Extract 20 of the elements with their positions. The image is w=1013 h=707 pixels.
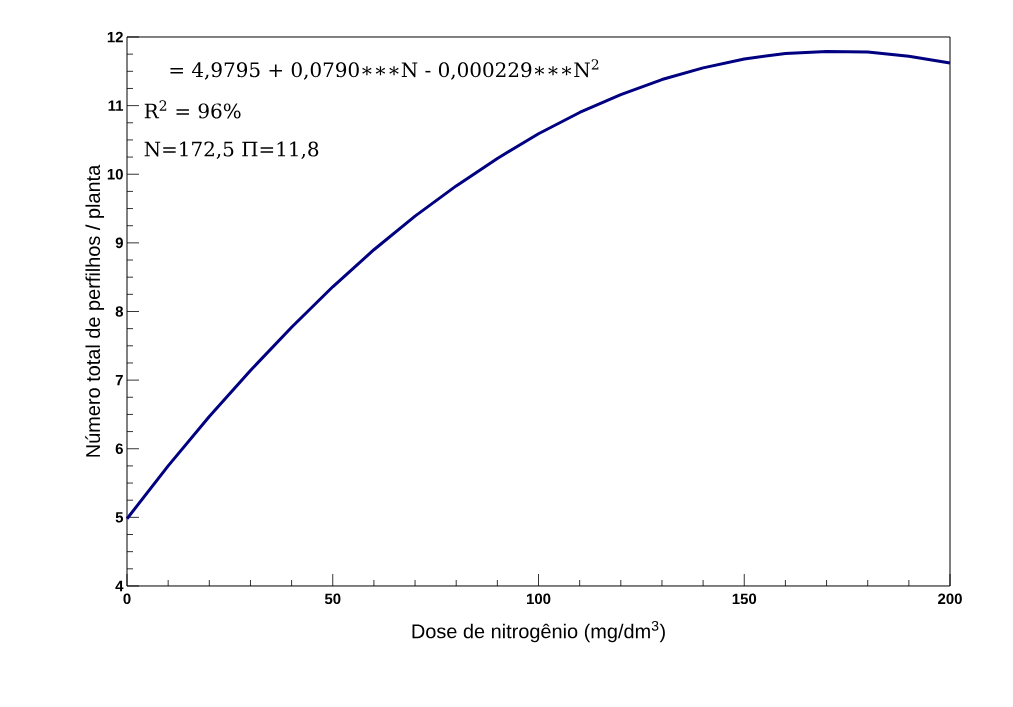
y-tick-label: 8 — [115, 306, 124, 317]
x-tick-label: 200 — [938, 593, 962, 605]
y-tick-label: 12 — [107, 31, 123, 43]
y-axis-title: Número total de perfilhos / planta — [85, 164, 105, 457]
annotation: N=172,5 Π=11,8 — [144, 141, 319, 160]
x-axis-title: Dose de nitrogênio (mg/dm$^{3}$) — [412, 620, 665, 643]
y-tick-label: 6 — [115, 443, 123, 455]
annotation: R$^{2}$ = 96% — [144, 100, 241, 119]
x-tick-label: 100 — [526, 593, 551, 605]
y-tick-label: 5 — [115, 512, 124, 523]
x-tick-label: 50 — [324, 593, 341, 605]
annotation: = 4,9795 + 0,0790∗∗∗N - 0,000229∗∗∗N$^{2}$ — [170, 59, 599, 80]
y-tick-label: 7 — [115, 374, 123, 386]
y-tick-label: 4 — [115, 580, 124, 592]
y-tick-label: 9 — [115, 237, 123, 249]
y-tick-label: 10 — [107, 168, 123, 180]
x-tick-label: 150 — [732, 593, 757, 605]
line-series — [125, 49, 952, 521]
y-tick-label: 11 — [108, 100, 124, 111]
x-tick-label: 0 — [123, 593, 131, 605]
